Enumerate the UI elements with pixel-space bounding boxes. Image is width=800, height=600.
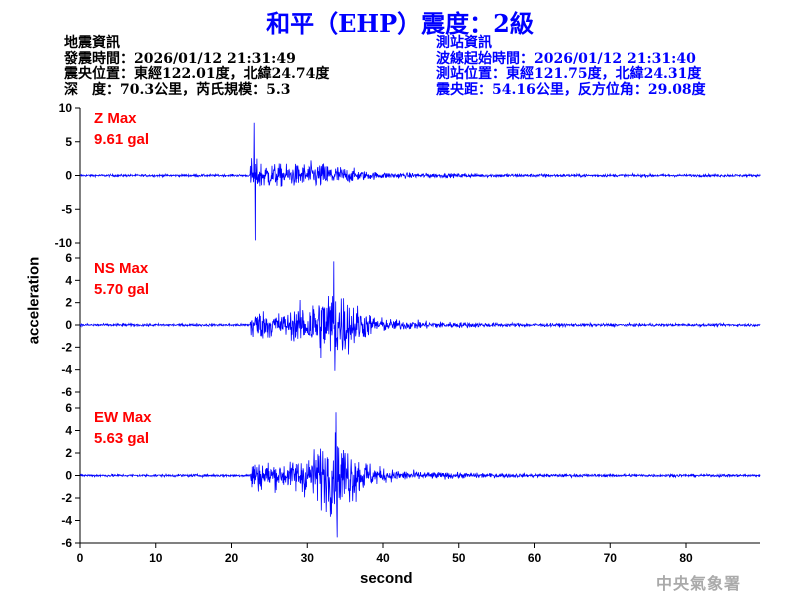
chart-title: 和平（EHP）震度：2級 [266,9,534,38]
ew-label: EW Max 5.63 gal [94,407,152,449]
y-tick-label: 4 [65,424,72,438]
y-tick-label: 0 [65,318,72,332]
y-tick-label: 4 [65,273,72,287]
watermark: 中央氣象署 [656,574,742,593]
quake-info-heading: 地震資訊 [64,35,120,51]
depth-magnitude: 深 度：70.3公里，芮氏規模：5.3 [64,81,291,98]
ns-max-value: 5.70 gal [94,281,150,298]
z-max-value: 9.61 gal [94,131,150,148]
x-tick-label: 70 [604,551,618,565]
ew-trace [79,412,761,538]
y-tick-label: 0 [65,169,72,183]
ew-name: EW Max [94,409,152,426]
y-tick-label: -4 [61,514,72,528]
y-axis-label: acceleration [25,256,43,345]
y-tick-label: -5 [61,202,72,216]
x-tick-label: 50 [452,551,466,565]
y-tick-label: -4 [61,363,72,377]
y-tick-label: 2 [65,296,72,310]
y-tick-label: -6 [61,385,72,399]
x-tick-label: 10 [149,551,163,565]
station-info-heading: 測站資訊 [436,35,492,51]
y-tick-label: -2 [61,491,72,505]
y-tick-label: 0 [65,469,72,483]
ns-trace [79,261,761,371]
y-tick-label: -6 [61,536,72,550]
station-info: 測站資訊 波線起始時間：2026/01/12 21:31:40 測站位置：東經1… [436,35,706,98]
y-tick-label: 6 [65,251,72,265]
ns-label: NS Max 5.70 gal [94,258,149,300]
epicenter: 震央位置：東經122.01度，北緯24.74度 [64,66,330,82]
z-label: Z Max 9.61 gal [94,108,149,150]
epicentral-distance: 震央距：54.16公里，反方位角：29.08度 [436,81,706,98]
wave-start: 波線起始時間：2026/01/12 21:31:40 [436,50,696,67]
y-tick-label: 6 [65,401,72,415]
x-tick-label: 80 [679,551,693,565]
x-axis-label: second [360,570,413,587]
station-location: 測站位置：東經121.75度，北緯24.31度 [436,66,702,82]
ns-name: NS Max [94,260,149,277]
y-tick-label: 2 [65,446,72,460]
x-tick-label: 60 [528,551,542,565]
origin-time: 發震時間：2026/01/12 21:31:49 [64,50,296,67]
y-tick-label: 5 [65,135,72,149]
ew-max-value: 5.63 gal [94,430,150,447]
y-tick-label: 10 [59,101,73,115]
x-tick-label: 40 [376,551,390,565]
z-name: Z Max [94,110,137,127]
y-tick-label: -10 [55,236,73,250]
x-tick-label: 30 [301,551,315,565]
quake-info: 地震資訊 發震時間：2026/01/12 21:31:49 震央位置：東經122… [64,35,330,98]
x-tick-label: 20 [225,551,239,565]
x-tick-label: 0 [77,551,84,565]
y-tick-label: -2 [61,340,72,354]
z-trace [79,122,761,241]
